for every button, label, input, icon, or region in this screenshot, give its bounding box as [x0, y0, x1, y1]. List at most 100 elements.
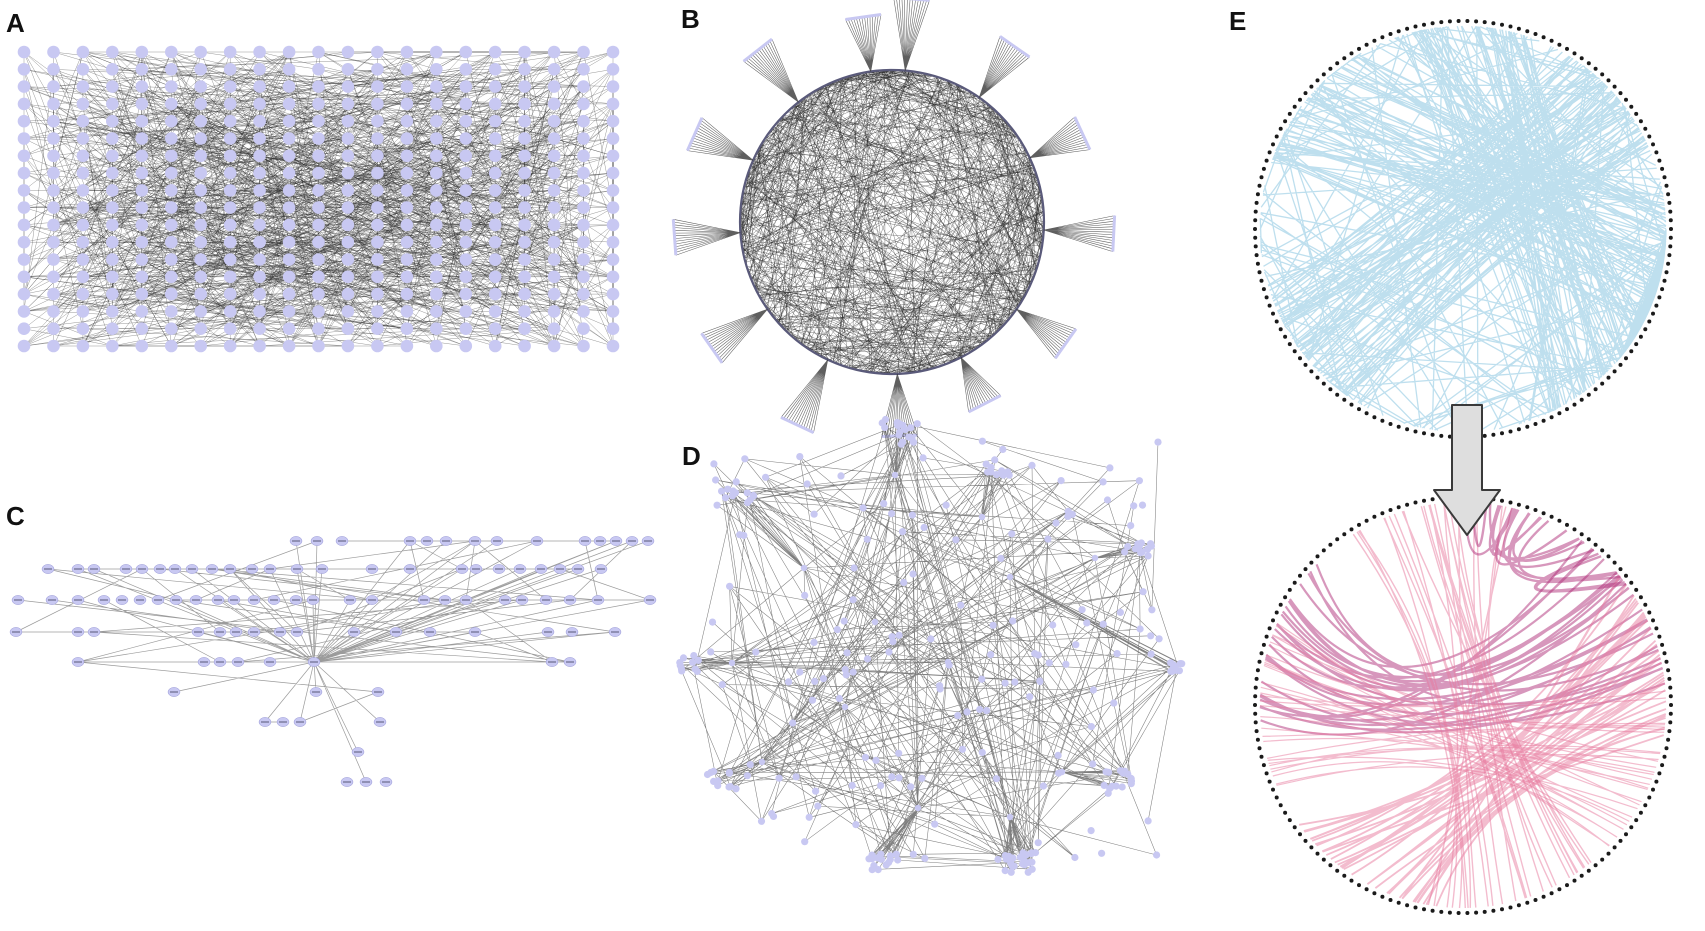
- border-dot: [1612, 84, 1617, 89]
- node-label-mark: [495, 568, 503, 570]
- network-node: [488, 339, 502, 353]
- network-node: [814, 802, 822, 810]
- border-dot: [1664, 659, 1669, 664]
- border-dot: [1264, 634, 1269, 639]
- border-dot: [1298, 356, 1302, 361]
- node-label-mark: [611, 631, 619, 633]
- radial-fan: [1029, 116, 1092, 159]
- border-dot: [1430, 432, 1435, 437]
- network-node: [459, 97, 473, 111]
- border-dot: [1668, 218, 1673, 223]
- network-node: [789, 719, 797, 727]
- network-node: [518, 184, 531, 197]
- network-node: [282, 218, 296, 232]
- network-node: [76, 63, 90, 76]
- network-node: [1176, 660, 1184, 668]
- network-node: [1127, 522, 1135, 530]
- border-dot: [1474, 19, 1479, 24]
- network-node: [223, 63, 237, 76]
- network-node: [459, 184, 473, 197]
- network-node: [253, 253, 266, 266]
- network-node: [341, 166, 355, 180]
- network-node: [223, 270, 237, 284]
- network-node: [488, 114, 502, 128]
- border-dot: [1309, 369, 1314, 374]
- network-node: [547, 235, 561, 249]
- network-node: [577, 80, 590, 93]
- network-node: [994, 855, 1002, 864]
- border-dot: [1321, 857, 1326, 862]
- network-node: [312, 45, 325, 59]
- border-dot: [1328, 66, 1333, 71]
- node-label-mark: [14, 599, 22, 601]
- network-node: [17, 97, 31, 111]
- network-node: [400, 80, 414, 93]
- network-node: [606, 235, 620, 249]
- network-node: [886, 852, 894, 860]
- network-node: [577, 322, 590, 336]
- network-node: [801, 838, 809, 846]
- network-node: [577, 45, 590, 59]
- network-node: [282, 253, 296, 266]
- border-dot: [1372, 38, 1377, 43]
- border-dot: [1654, 150, 1659, 155]
- network-node: [885, 648, 893, 656]
- border-dot: [1579, 56, 1584, 61]
- network-node: [165, 97, 178, 111]
- network-node: [341, 80, 355, 93]
- network-node: [907, 424, 915, 432]
- network-node: [341, 184, 355, 197]
- border-dot: [1600, 857, 1605, 862]
- network-node: [223, 322, 237, 336]
- border-dot: [1565, 46, 1569, 51]
- border-dot: [1413, 500, 1418, 505]
- network-node: [732, 478, 740, 486]
- border-dot: [1349, 402, 1354, 407]
- network-node: [459, 45, 473, 59]
- border-dot: [1593, 66, 1598, 71]
- network-node: [957, 601, 965, 609]
- fan-edges: [881, 373, 918, 437]
- border-dot: [1525, 29, 1530, 34]
- border-dot: [1253, 209, 1258, 214]
- border-dot: [1654, 779, 1659, 784]
- node-label-mark: [368, 568, 376, 570]
- panel-label-b: B: [681, 4, 700, 34]
- network-node: [785, 678, 793, 686]
- network-node: [718, 487, 726, 495]
- network-node: [341, 63, 355, 76]
- node-label-mark: [279, 721, 287, 723]
- network-node: [76, 235, 90, 249]
- node-label-mark: [154, 599, 162, 601]
- node-label-mark: [156, 568, 164, 570]
- border-dot: [1342, 56, 1347, 61]
- network-node: [1028, 865, 1036, 873]
- network-node: [606, 339, 620, 353]
- border-dot: [1364, 411, 1369, 416]
- network-node: [400, 253, 414, 266]
- network-node: [708, 618, 717, 626]
- network-node: [993, 471, 1001, 479]
- network-node: [430, 270, 443, 284]
- network-node: [106, 339, 119, 353]
- border-dot: [1335, 392, 1340, 397]
- border-dot: [1298, 97, 1302, 102]
- network-node: [223, 235, 237, 249]
- network-node: [400, 218, 414, 232]
- network-node: [880, 500, 888, 508]
- border-dot: [1500, 431, 1504, 436]
- network-node: [577, 270, 590, 284]
- network-node: [908, 511, 917, 519]
- network-node: [710, 460, 718, 468]
- border-dot: [1660, 763, 1665, 768]
- network-node: [1036, 677, 1044, 685]
- network-node: [194, 166, 207, 180]
- border-dot: [1541, 894, 1546, 899]
- node-label-mark: [293, 631, 301, 633]
- network-node: [488, 218, 502, 232]
- border-dot: [1516, 502, 1521, 507]
- network-node: [106, 305, 119, 318]
- network-node: [805, 813, 813, 821]
- network-node: [1022, 851, 1030, 859]
- network-node: [17, 166, 31, 180]
